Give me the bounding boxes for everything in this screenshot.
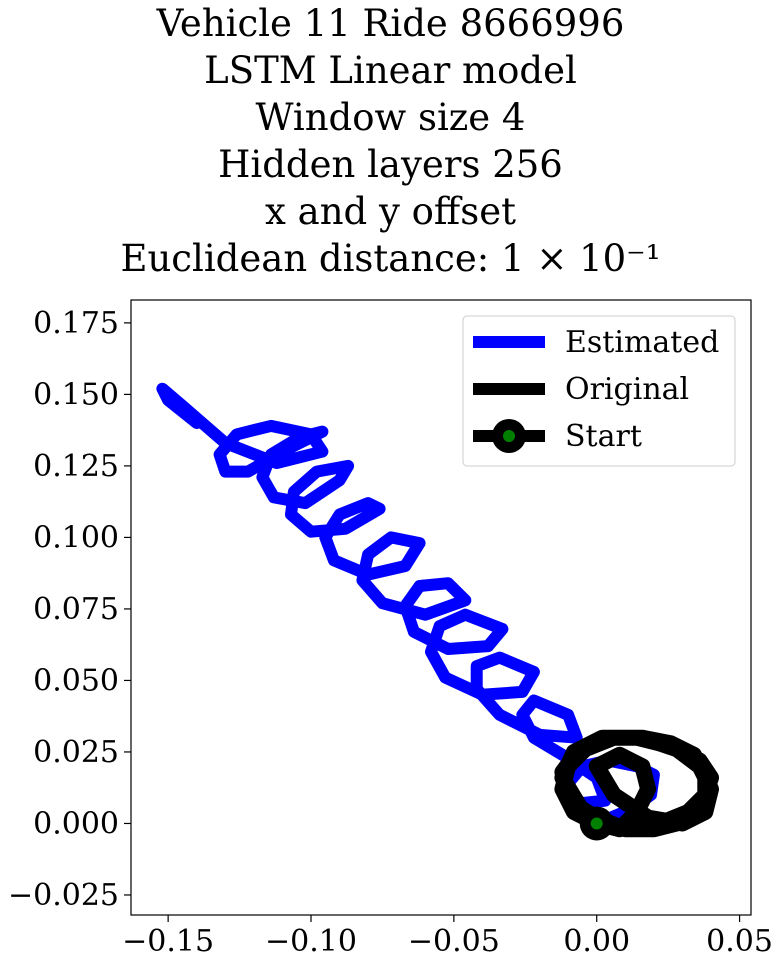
- y-tick-label: 0.075: [33, 592, 119, 627]
- legend-box: [462, 315, 736, 467]
- y-tick-label: 0.100: [33, 520, 119, 555]
- y-tick-label: −0.025: [8, 878, 119, 913]
- series-layer: [156, 382, 719, 841]
- title-line-1: Vehicle 11 Ride 8666996: [156, 2, 625, 45]
- y-tick-label: 0.050: [33, 663, 119, 698]
- y-tick-label: 0.000: [33, 806, 119, 841]
- series-line-original: [554, 729, 719, 838]
- y-tick-label: 0.125: [33, 449, 119, 484]
- title-line-4: Hidden layers 256: [218, 143, 563, 186]
- y-tick-label: 0.175: [33, 306, 119, 341]
- legend: Estimated Original Start: [462, 315, 736, 467]
- axes-layer: −0.15 −0.10 −0.05 0.00 0.05 −0.025 0.000 0.025 0…: [8, 299, 773, 959]
- x-tick-label: 0.00: [563, 924, 630, 959]
- x-tick-label: −0.15: [122, 924, 214, 959]
- legend-label-estimated: Estimated: [565, 325, 719, 360]
- x-tick-label: −0.10: [265, 924, 357, 959]
- series-line-estimated: [156, 382, 660, 830]
- y-tick-label: 0.025: [33, 735, 119, 770]
- legend-label-start: Start: [565, 419, 642, 454]
- title-line-2: LSTM Linear model: [204, 49, 577, 92]
- x-tick-label: 0.05: [706, 924, 773, 959]
- title-line-3: Window size 4: [255, 96, 526, 139]
- start-marker: [590, 817, 603, 830]
- title-line-5: x and y offset: [265, 190, 516, 233]
- chart-title: Vehicle 11 Ride 8666996 LSTM Linear mode…: [0, 0, 781, 282]
- axes-frame: [130, 299, 752, 916]
- y-tick-label: 0.150: [33, 377, 119, 412]
- x-tick-label: −0.05: [408, 924, 500, 959]
- legend-start-marker: [503, 430, 515, 442]
- title-line-6: Euclidean distance: 1 × 10⁻¹: [120, 237, 661, 280]
- legend-label-original: Original: [565, 372, 689, 407]
